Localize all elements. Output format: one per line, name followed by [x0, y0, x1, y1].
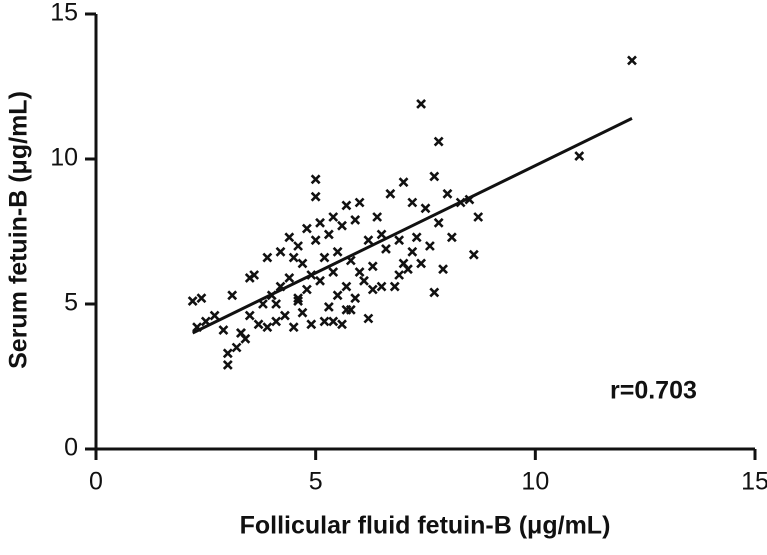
point [297, 307, 308, 318]
fit-line [191, 117, 633, 335]
y-axis-title: Serum fetuin-B (μg/mL) [5, 91, 33, 369]
point [341, 200, 352, 211]
point [446, 232, 457, 243]
point [468, 249, 479, 260]
annotation: r=0.703 [610, 377, 697, 405]
x-tick-label: 15 [741, 468, 767, 496]
point [332, 290, 343, 301]
point [284, 232, 295, 243]
point [236, 328, 246, 338]
point [262, 322, 273, 333]
point [376, 229, 387, 240]
y-tick-label: 15 [50, 0, 78, 27]
point [574, 151, 585, 162]
point [209, 310, 220, 321]
point [429, 171, 440, 182]
x-axis-title: Follicular fluid fetuin-B (μg/mL) [240, 512, 611, 540]
point [376, 281, 387, 292]
point [438, 264, 448, 275]
point [407, 197, 418, 208]
point [284, 272, 295, 283]
point [297, 258, 308, 269]
point [310, 191, 321, 202]
point [293, 293, 304, 304]
point [222, 348, 233, 359]
point [394, 270, 405, 280]
point [328, 212, 339, 222]
point [337, 220, 347, 231]
point [473, 212, 484, 222]
x-tick-label: 0 [89, 468, 103, 496]
point [227, 290, 238, 301]
point [337, 319, 347, 330]
point [222, 359, 233, 370]
point [627, 55, 637, 66]
x-tick-label: 10 [521, 468, 549, 496]
point [323, 301, 334, 312]
point [433, 136, 444, 147]
point [363, 313, 374, 324]
point [442, 188, 453, 199]
point [398, 177, 409, 188]
point [315, 217, 325, 228]
point [279, 310, 290, 321]
point [354, 267, 365, 278]
point [350, 214, 361, 225]
point [328, 316, 339, 327]
point [319, 252, 330, 263]
point [341, 304, 352, 315]
point [350, 293, 361, 304]
point [288, 322, 299, 333]
point [187, 296, 198, 307]
point [323, 229, 334, 240]
point [319, 316, 330, 327]
point [389, 281, 400, 292]
point [218, 325, 229, 336]
point [416, 98, 427, 109]
point [328, 267, 339, 278]
point [293, 241, 304, 251]
point [301, 284, 312, 295]
y-tick-label: 10 [50, 144, 78, 172]
point [403, 264, 413, 275]
point [359, 275, 369, 286]
point [407, 246, 418, 257]
point [332, 246, 343, 257]
point [416, 258, 427, 269]
point [310, 235, 321, 246]
point [288, 252, 299, 263]
point [354, 197, 365, 208]
point [372, 212, 383, 222]
point [271, 316, 282, 327]
point [310, 174, 321, 185]
point [363, 235, 374, 246]
point [424, 241, 435, 251]
point [420, 203, 431, 214]
point [275, 246, 286, 257]
point [394, 235, 405, 246]
point [433, 217, 444, 228]
x-tick-label: 5 [309, 468, 323, 496]
point [249, 270, 260, 280]
point [244, 310, 255, 321]
point [411, 232, 422, 243]
point [306, 319, 317, 330]
point [367, 261, 378, 272]
point [429, 287, 440, 298]
point [253, 319, 264, 330]
point [271, 299, 282, 309]
point [341, 281, 352, 292]
point [381, 243, 391, 254]
point [293, 296, 304, 307]
y-tick-label: 0 [64, 434, 78, 462]
point [315, 275, 325, 286]
point [301, 223, 312, 234]
point [262, 252, 273, 263]
point [196, 293, 207, 304]
point [385, 188, 396, 199]
y-tick-label: 5 [64, 289, 78, 317]
point [367, 284, 378, 295]
point [231, 342, 242, 353]
